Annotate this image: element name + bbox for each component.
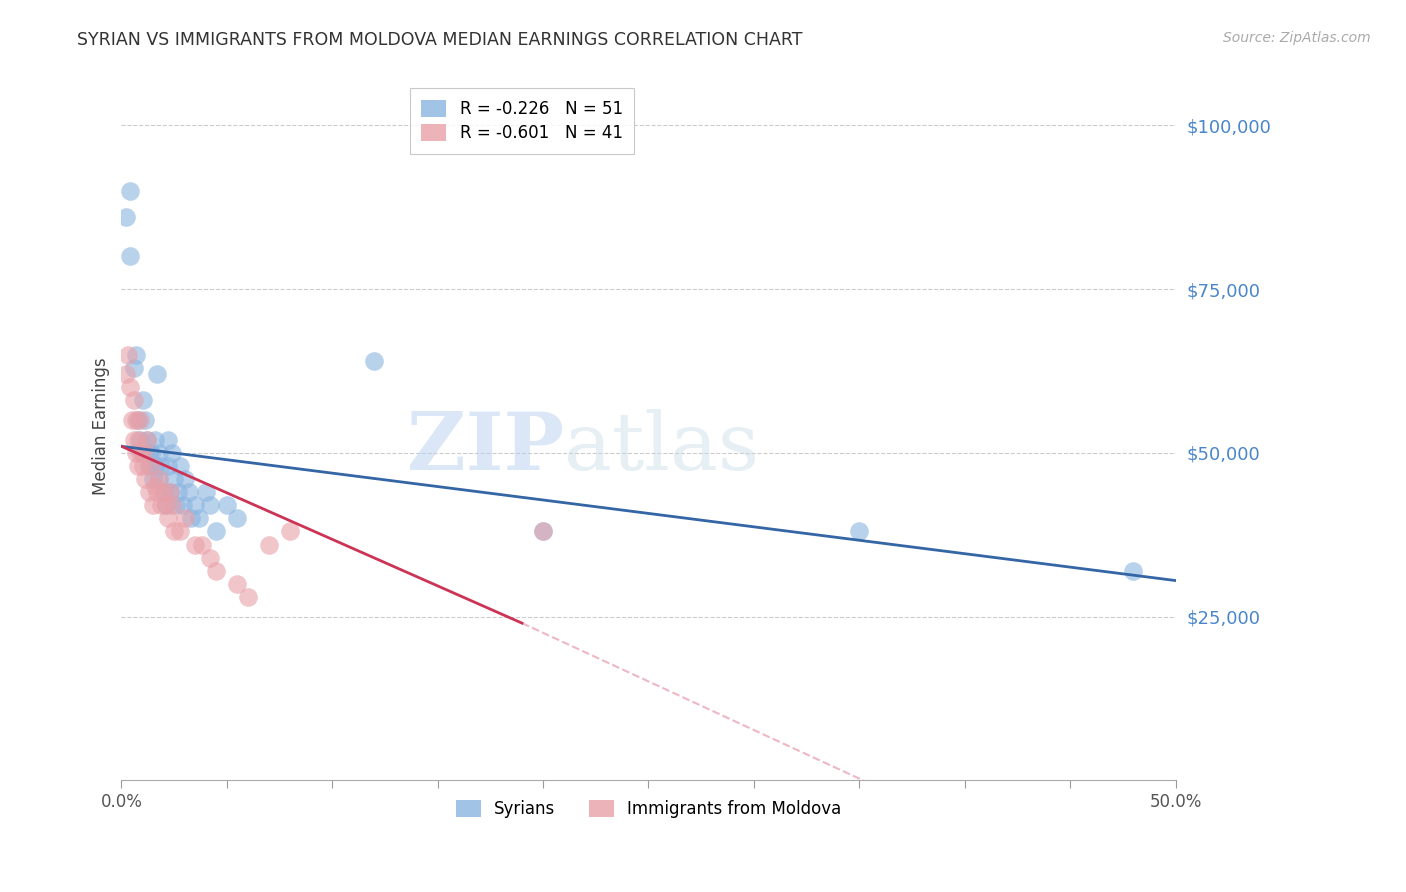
Point (155, 498, 177, 512)
Point (131, 446, 153, 460)
Point (163, 472, 186, 486)
Point (278, 524, 301, 539)
Point (167, 485, 190, 500)
Point (150, 498, 173, 512)
Point (134, 413, 156, 427)
Point (134, 472, 156, 486)
Point (152, 485, 174, 500)
Point (131, 458, 153, 473)
Point (129, 446, 152, 460)
Point (148, 472, 170, 486)
Point (152, 485, 174, 500)
Point (163, 524, 186, 539)
Point (122, 393, 145, 408)
Point (194, 485, 217, 500)
Point (169, 458, 191, 473)
Point (143, 478, 166, 492)
Point (156, 511, 179, 525)
Point (188, 511, 211, 525)
Point (125, 413, 148, 427)
Point (156, 458, 179, 473)
Point (173, 472, 195, 486)
Point (117, 348, 139, 362)
Point (129, 413, 152, 427)
Point (184, 498, 207, 512)
Point (125, 446, 148, 460)
Point (205, 524, 228, 539)
Point (127, 458, 149, 473)
Point (139, 458, 162, 473)
Text: atlas: atlas (564, 409, 759, 487)
Point (118, 184, 141, 198)
Point (148, 446, 170, 460)
Point (138, 485, 160, 500)
Text: SYRIAN VS IMMIGRANTS FROM MOLDOVA MEDIAN EARNINGS CORRELATION CHART: SYRIAN VS IMMIGRANTS FROM MOLDOVA MEDIAN… (77, 31, 803, 49)
Point (122, 360, 145, 375)
Point (236, 590, 259, 604)
Point (127, 433, 149, 447)
Legend: Syrians, Immigrants from Moldova: Syrians, Immigrants from Moldova (449, 794, 848, 825)
Point (257, 537, 280, 551)
Point (139, 446, 162, 460)
Point (118, 380, 141, 394)
Point (363, 354, 385, 368)
Point (142, 498, 165, 512)
Point (121, 413, 143, 427)
Point (135, 433, 157, 447)
Point (129, 433, 152, 447)
Point (118, 249, 141, 263)
Point (125, 348, 148, 362)
Point (160, 446, 183, 460)
Point (190, 537, 212, 551)
Point (150, 458, 173, 473)
Point (143, 433, 166, 447)
Point (142, 472, 165, 486)
Point (148, 472, 170, 486)
Point (180, 511, 202, 525)
Point (138, 458, 160, 473)
Point (215, 498, 238, 512)
Point (160, 498, 183, 512)
Point (135, 433, 157, 447)
Point (114, 210, 136, 224)
Point (156, 433, 179, 447)
Point (205, 564, 228, 578)
Y-axis label: Median Earnings: Median Earnings (93, 358, 110, 495)
Point (1122, 564, 1144, 578)
Text: Source: ZipAtlas.com: Source: ZipAtlas.com (1223, 31, 1371, 45)
Point (169, 524, 191, 539)
Point (848, 524, 870, 539)
Point (122, 433, 145, 447)
Point (146, 368, 169, 382)
Point (198, 550, 221, 565)
Point (131, 393, 153, 408)
Point (172, 498, 194, 512)
Point (226, 511, 249, 525)
Point (127, 413, 149, 427)
Point (114, 368, 136, 382)
Point (155, 498, 177, 512)
Point (159, 485, 181, 500)
Point (198, 498, 221, 512)
Point (165, 498, 187, 512)
Point (184, 537, 207, 551)
Point (173, 511, 195, 525)
Point (159, 485, 181, 500)
Point (143, 458, 166, 473)
Point (131, 446, 153, 460)
Point (226, 577, 249, 591)
Point (138, 446, 160, 460)
Point (177, 485, 200, 500)
Point (531, 524, 554, 539)
Point (146, 485, 169, 500)
Point (531, 524, 554, 539)
Text: ZIP: ZIP (408, 409, 564, 487)
